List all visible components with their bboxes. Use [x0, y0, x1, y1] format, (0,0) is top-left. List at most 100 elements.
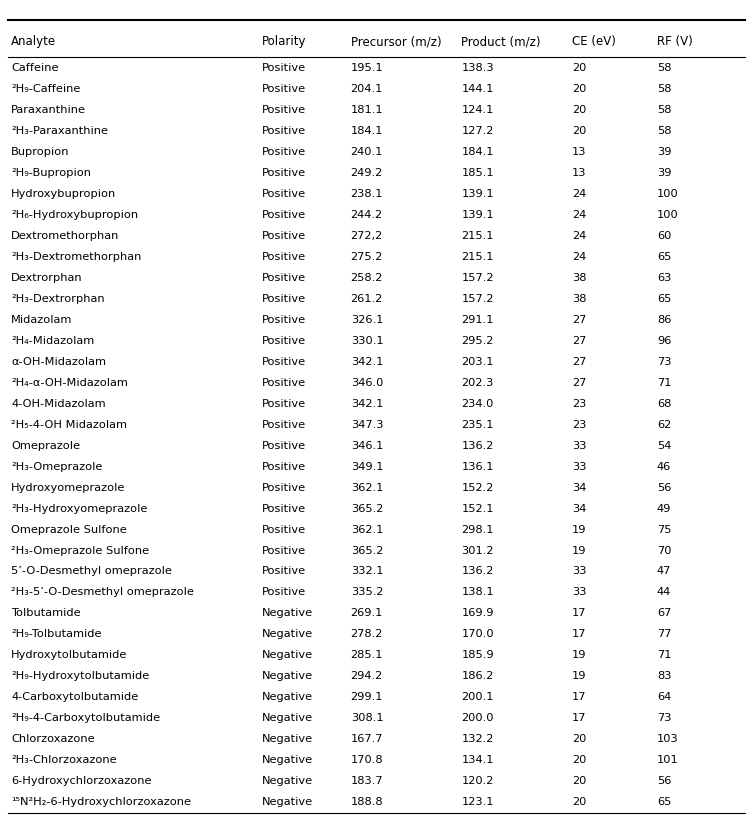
Text: Hydroxyomeprazole: Hydroxyomeprazole: [11, 483, 126, 493]
Text: 39: 39: [657, 146, 672, 156]
Text: 261.2: 261.2: [351, 293, 383, 303]
Text: 285.1: 285.1: [351, 651, 383, 661]
Text: 136.1: 136.1: [462, 461, 494, 471]
Text: Positive: Positive: [262, 125, 306, 135]
Text: 24: 24: [572, 209, 587, 219]
Text: 238.1: 238.1: [351, 189, 383, 199]
Text: Analyte: Analyte: [11, 35, 56, 48]
Text: 19: 19: [572, 671, 587, 681]
Text: 20: 20: [572, 735, 587, 745]
Text: Positive: Positive: [262, 567, 306, 577]
Text: 17: 17: [572, 608, 587, 618]
Text: 38: 38: [572, 273, 587, 283]
Text: 184.1: 184.1: [351, 125, 383, 135]
Text: 23: 23: [572, 399, 587, 409]
Text: 71: 71: [657, 377, 672, 387]
Text: Midazolam: Midazolam: [11, 315, 72, 325]
Text: Positive: Positive: [262, 545, 306, 555]
Text: 346.0: 346.0: [351, 377, 383, 387]
Text: 185.9: 185.9: [462, 651, 494, 661]
Text: 20: 20: [572, 84, 587, 94]
Text: 33: 33: [572, 461, 587, 471]
Text: 4-OH-Midazolam: 4-OH-Midazolam: [11, 399, 106, 409]
Text: 33: 33: [572, 440, 587, 450]
Text: Negative: Negative: [262, 714, 313, 724]
Text: 136.2: 136.2: [462, 567, 494, 577]
Text: ²H₅-4-OH Midazolam: ²H₅-4-OH Midazolam: [11, 420, 127, 430]
Text: 46: 46: [657, 461, 671, 471]
Text: 44: 44: [657, 588, 671, 597]
Text: 136.2: 136.2: [462, 440, 494, 450]
Text: 291.1: 291.1: [462, 315, 494, 325]
Text: ²H₆-Hydroxybupropion: ²H₆-Hydroxybupropion: [11, 209, 139, 219]
Text: Negative: Negative: [262, 692, 313, 702]
Text: 38: 38: [572, 293, 587, 303]
Text: 185.1: 185.1: [462, 168, 494, 178]
Text: ²H₃-Paraxanthine: ²H₃-Paraxanthine: [11, 125, 108, 135]
Text: Positive: Positive: [262, 504, 306, 514]
Text: 77: 77: [657, 629, 672, 640]
Text: 258.2: 258.2: [351, 273, 383, 283]
Text: Tolbutamide: Tolbutamide: [11, 608, 81, 618]
Text: 33: 33: [572, 567, 587, 577]
Text: Positive: Positive: [262, 440, 306, 450]
Text: Polarity: Polarity: [262, 35, 306, 48]
Text: 157.2: 157.2: [462, 293, 494, 303]
Text: 202.3: 202.3: [462, 377, 494, 387]
Text: Positive: Positive: [262, 189, 306, 199]
Text: 58: 58: [657, 62, 672, 72]
Text: Positive: Positive: [262, 315, 306, 325]
Text: Negative: Negative: [262, 798, 313, 808]
Text: 188.8: 188.8: [351, 798, 383, 808]
Text: 200.0: 200.0: [462, 714, 494, 724]
Text: Positive: Positive: [262, 231, 306, 241]
Text: 23: 23: [572, 420, 587, 430]
Text: 49: 49: [657, 504, 671, 514]
Text: Positive: Positive: [262, 252, 306, 262]
Text: 272,2: 272,2: [351, 231, 383, 241]
Text: 27: 27: [572, 377, 587, 387]
Text: 27: 27: [572, 356, 587, 366]
Text: 215.1: 215.1: [462, 231, 494, 241]
Text: 73: 73: [657, 356, 672, 366]
Text: 17: 17: [572, 629, 587, 640]
Text: 86: 86: [657, 315, 671, 325]
Text: 62: 62: [657, 420, 671, 430]
Text: Negative: Negative: [262, 735, 313, 745]
Text: Positive: Positive: [262, 209, 306, 219]
Text: 65: 65: [657, 252, 671, 262]
Text: 39: 39: [657, 168, 672, 178]
Text: 330.1: 330.1: [351, 336, 383, 346]
Text: 294.2: 294.2: [351, 671, 383, 681]
Text: 152.1: 152.1: [462, 504, 494, 514]
Text: 60: 60: [657, 231, 671, 241]
Text: Positive: Positive: [262, 588, 306, 597]
Text: ²H₃-Dextrorphan: ²H₃-Dextrorphan: [11, 293, 105, 303]
Text: 349.1: 349.1: [351, 461, 383, 471]
Text: Positive: Positive: [262, 356, 306, 366]
Text: Hydroxybupropion: Hydroxybupropion: [11, 189, 117, 199]
Text: ²H₃-5’-O-Desmethyl omeprazole: ²H₃-5’-O-Desmethyl omeprazole: [11, 588, 194, 597]
Text: 346.1: 346.1: [351, 440, 383, 450]
Text: Negative: Negative: [262, 776, 313, 786]
Text: 58: 58: [657, 125, 672, 135]
Text: Caffeine: Caffeine: [11, 62, 59, 72]
Text: 362.1: 362.1: [351, 524, 383, 534]
Text: Negative: Negative: [262, 755, 313, 765]
Text: Positive: Positive: [262, 461, 306, 471]
Text: Positive: Positive: [262, 420, 306, 430]
Text: 138.3: 138.3: [462, 62, 494, 72]
Text: 20: 20: [572, 798, 587, 808]
Text: 183.7: 183.7: [351, 776, 383, 786]
Text: Negative: Negative: [262, 629, 313, 640]
Text: 134.1: 134.1: [462, 755, 494, 765]
Text: ²H₉-Bupropion: ²H₉-Bupropion: [11, 168, 91, 178]
Text: 139.1: 139.1: [462, 189, 494, 199]
Text: 138.1: 138.1: [462, 588, 494, 597]
Text: 96: 96: [657, 336, 671, 346]
Text: 13: 13: [572, 168, 587, 178]
Text: 4-Carboxytolbutamide: 4-Carboxytolbutamide: [11, 692, 139, 702]
Text: 203.1: 203.1: [462, 356, 494, 366]
Text: 215.1: 215.1: [462, 252, 494, 262]
Text: 17: 17: [572, 692, 587, 702]
